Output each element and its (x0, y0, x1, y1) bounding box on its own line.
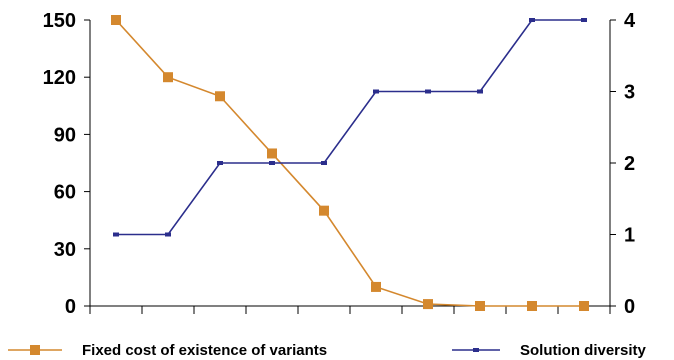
fixed-cost-legend-label: Fixed cost of existence of variants (82, 342, 327, 359)
left-y-tick-label: 60 (54, 182, 76, 204)
fixed-cost-point (319, 205, 329, 216)
fixed-cost-point (423, 299, 433, 310)
left-y-tick-label: 0 (65, 296, 76, 318)
solution-diversity-legend-label: Solution diversity (520, 342, 647, 359)
solution-diversity-point (373, 89, 379, 94)
right-y-tick-label: 3 (624, 82, 635, 104)
solution-diversity-point (321, 161, 327, 165)
fixed-cost-point (163, 72, 173, 83)
solution-diversity-point (165, 232, 171, 237)
right-y-tick-label: 2 (624, 153, 635, 175)
left-y-tick-label: 120 (43, 67, 76, 89)
right-y-tick-label: 1 (624, 225, 635, 247)
solution-diversity-point (269, 161, 275, 165)
solution-diversity-line (116, 19, 584, 236)
left-y-tick-label: 150 (43, 10, 76, 32)
series-lines (111, 15, 589, 311)
fixed-cost-point (579, 301, 589, 311)
fixed-cost-line (115, 19, 584, 307)
solution-diversity-point (529, 18, 535, 22)
solution-diversity-point (425, 89, 431, 94)
axes: 0 30 60 90 120 150 0 1 2 3 4 (43, 10, 636, 318)
fixed-cost-point (475, 301, 485, 311)
left-y-tick-label: 90 (54, 124, 76, 146)
solution-diversity-point (217, 161, 223, 165)
fixed-cost-point (527, 301, 537, 311)
fixed-cost-point (371, 281, 381, 292)
fixed-cost-point (111, 15, 121, 25)
legend: Fixed cost of existence of variants Solut… (8, 342, 647, 359)
solution-diversity-point (113, 232, 119, 237)
right-y-tick-label: 4 (624, 10, 636, 32)
fixed-cost-point (215, 91, 225, 102)
left-y-tick-label: 30 (54, 239, 76, 261)
fixed-cost-legend-marker (30, 345, 40, 355)
solution-diversity-point (477, 89, 483, 94)
right-y-tick-label: 0 (624, 296, 635, 318)
fixed-cost-point (267, 148, 277, 159)
solution-diversity-legend-marker (473, 348, 479, 352)
solution-diversity-point (581, 18, 587, 22)
